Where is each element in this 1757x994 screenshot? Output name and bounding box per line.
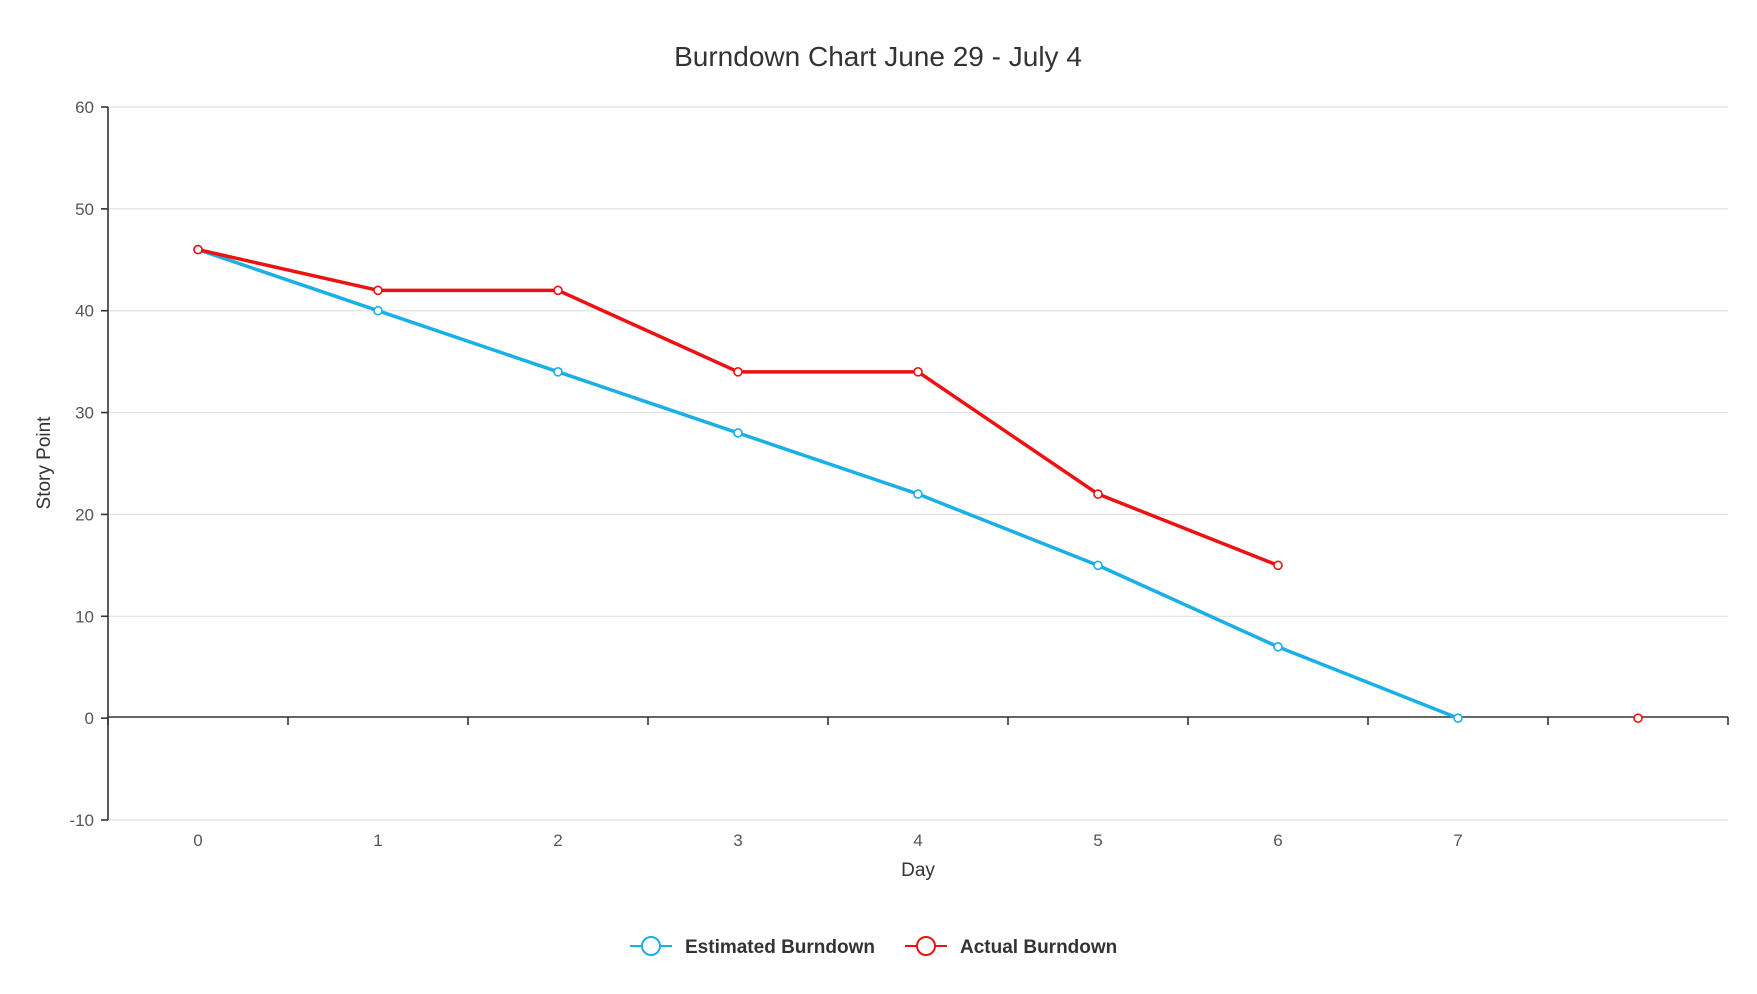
data-point: [1273, 642, 1283, 652]
x-tick-label: 7: [1453, 831, 1462, 850]
data-point: [373, 285, 383, 296]
legend-label-0: Estimated Burndown: [685, 937, 875, 958]
x-axis-title: Day: [901, 860, 935, 881]
y-tick-label: -10: [69, 811, 94, 830]
axes: -10 0 10 20 30 40 50 60 0 1 2 3 4 5 6 7: [69, 98, 1729, 850]
x-tick-label: 1: [373, 831, 382, 850]
data-point: [1633, 713, 1643, 723]
y-tick-label: 60: [75, 98, 94, 117]
series-lines: [197, 247, 1459, 720]
gridlines: [108, 106, 1728, 821]
y-tick-label: 10: [75, 607, 94, 626]
data-point: [733, 367, 743, 377]
y-tick-label: 20: [75, 505, 94, 524]
data-point: [193, 244, 203, 255]
data-point: [1273, 560, 1283, 571]
data-point: [913, 367, 923, 377]
data-point: [1093, 560, 1103, 571]
x-tick-label: 0: [193, 831, 202, 850]
legend-marker-0: [641, 936, 661, 956]
y-tick-label: 50: [75, 200, 94, 219]
legend-marker-1: [916, 936, 936, 956]
series-line-1: [197, 247, 1279, 567]
x-tick-label: 6: [1273, 831, 1282, 850]
data-point: [553, 285, 563, 296]
series-points: [193, 244, 1643, 723]
x-tick-label: 2: [553, 831, 562, 850]
y-tick-label: 30: [75, 404, 94, 423]
x-tick-label: 4: [913, 831, 922, 850]
data-point: [553, 367, 563, 377]
y-tick-label: 40: [75, 302, 94, 321]
data-point: [1093, 489, 1103, 499]
y-axis-title: Story Point: [34, 416, 55, 510]
data-point: [373, 305, 383, 316]
data-point: [1453, 713, 1463, 723]
y-tick-label: 0: [85, 709, 94, 728]
x-tick-label: 3: [733, 831, 742, 850]
x-tick-label: 5: [1093, 831, 1102, 850]
data-point: [733, 428, 743, 438]
series-line-0: [197, 247, 1459, 720]
data-point: [913, 489, 923, 499]
legend-label-1: Actual Burndown: [960, 937, 1117, 958]
chart-title: Burndown Chart June 29 - July 4: [674, 41, 1082, 72]
legend: Estimated Burndown Actual Burndown: [630, 936, 1117, 958]
